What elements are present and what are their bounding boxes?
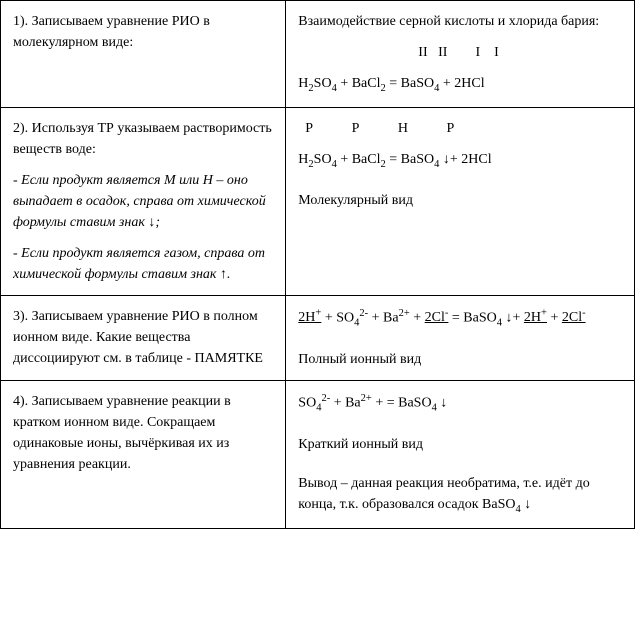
step2-line3: - Если продукт является газом, справа от… <box>13 243 273 285</box>
table-row: 2). Используя ТР указываем растворимость… <box>1 107 635 295</box>
caption-full-ionic: Полный ионный вид <box>298 349 622 370</box>
rom-label: I <box>475 45 480 60</box>
table-row: 1). Записываем уравнение РИО в молекуляр… <box>1 1 635 108</box>
step2-left: 2). Используя ТР указываем растворимость… <box>1 107 286 295</box>
step3-text: 3). Записываем уравнение РИО в полном ио… <box>13 306 273 369</box>
step4-right: SO42- + Ba2+ + = BaSO4 ↓ Краткий ионный … <box>286 380 635 528</box>
sol-label: Р <box>305 118 313 139</box>
equation-molecular: H2SO4 + BaCl2 = BaSO4 + 2HCl <box>298 73 622 97</box>
step3-right: 2H+ + SO42- + Ba2+ + 2Cl- = BaSO4 ↓+ 2H+… <box>286 295 635 380</box>
step1-right: Взаимодействие серной кислоты и хлорида … <box>286 1 635 108</box>
step2-line1: 2). Используя ТР указываем растворимость… <box>13 118 273 160</box>
step1-left: 1). Записываем уравнение РИО в молекуляр… <box>1 1 286 108</box>
conclusion-text: Вывод – данная реакция необратима, т.е. … <box>298 476 589 512</box>
caption-molecular: Молекулярный вид <box>298 190 622 211</box>
step4-left: 4). Записываем уравнение реакции в кратк… <box>1 380 286 528</box>
oxidation-labels: II II I I <box>298 42 622 63</box>
equation-net-ionic: SO42- + Ba2+ + = BaSO4 ↓ <box>298 391 622 416</box>
step1-text: 1). Записываем уравнение РИО в молекуляр… <box>13 11 273 53</box>
equation-molecular-arrow: H2SO4 + BaCl2 = BaSO4 ↓+ 2HCl <box>298 149 622 173</box>
step2-right: Р Р Н Р H2SO4 + BaCl2 = BaSO4 ↓+ 2HCl Мо… <box>286 107 635 295</box>
solubility-labels: Р Р Н Р <box>298 118 622 139</box>
step2-line2: - Если продукт является М или Н – оно вы… <box>13 170 273 233</box>
steps-table: 1). Записываем уравнение РИО в молекуляр… <box>0 0 635 529</box>
table-row: 4). Записываем уравнение реакции в кратк… <box>1 380 635 528</box>
rom-label: I <box>494 45 499 60</box>
rom-label: II <box>418 45 427 60</box>
sol-label: Р <box>447 118 455 139</box>
equation-full-ionic: 2H+ + SO42- + Ba2+ + 2Cl- = BaSO4 ↓+ 2H+… <box>298 306 622 331</box>
table-row: 3). Записываем уравнение РИО в полном ио… <box>1 295 635 380</box>
conclusion: Вывод – данная реакция необратима, т.е. … <box>298 473 622 518</box>
step4-text: 4). Записываем уравнение реакции в кратк… <box>13 391 273 475</box>
sol-label: Р <box>352 118 360 139</box>
step1-title: Взаимодействие серной кислоты и хлорида … <box>298 11 622 32</box>
caption-net-ionic: Краткий ионный вид <box>298 434 622 455</box>
rom-label: II <box>438 45 447 60</box>
step3-left: 3). Записываем уравнение РИО в полном ио… <box>1 295 286 380</box>
sol-label: Н <box>398 118 408 139</box>
